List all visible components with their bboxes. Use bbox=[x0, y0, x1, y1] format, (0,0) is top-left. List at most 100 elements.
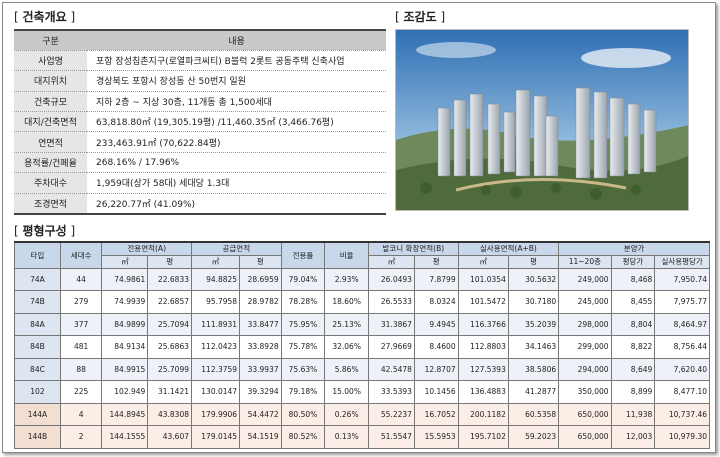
unit-cell: 32.06% bbox=[324, 335, 370, 359]
unit-cell: 4 bbox=[59, 402, 103, 426]
unit-cell: 8,899 bbox=[610, 380, 656, 404]
unit-cell: 8.0324 bbox=[413, 290, 459, 314]
unit-cell: 2 bbox=[59, 425, 103, 449]
overview-header-key: 구분 bbox=[14, 28, 87, 51]
overview-key: 용적률/건폐율 bbox=[14, 152, 87, 174]
unit-cell: 9.4945 bbox=[413, 312, 459, 336]
overview-row: 용적률/건폐율 268.16% / 17.96% bbox=[14, 152, 386, 174]
col-actual-area: 실사용면적(A+B) bbox=[457, 241, 560, 256]
unit-cell: 481 bbox=[59, 335, 103, 359]
render-section-title: [ 조감도 ] bbox=[395, 10, 446, 24]
overview-header-row: 구분 내용 bbox=[14, 28, 386, 51]
overview-row: 대지위치 경상북도 포항시 장성동 산 50번지 일원 bbox=[14, 70, 386, 92]
unit-cell: 28.6959 bbox=[239, 267, 282, 291]
unit-cell: 27.9669 bbox=[368, 335, 415, 359]
unit-cell: 650,000 bbox=[558, 402, 612, 426]
unit-type-cell: 84A bbox=[14, 312, 61, 336]
unit-cell: 54.1519 bbox=[239, 425, 282, 449]
overview-value: 지하 2층 ~ 지상 30층, 11개동 총 1,500세대 bbox=[87, 91, 386, 113]
unit-row: 144B 2 144.1555 43.607 179.0145 54.1519 80.52%… bbox=[14, 425, 710, 449]
unit-cell: 26.5533 bbox=[368, 290, 415, 314]
unit-type-cell: 74B bbox=[14, 290, 61, 314]
unit-cell: 34.1463 bbox=[507, 335, 560, 359]
col-exclusive-ratio: 전용률 bbox=[280, 241, 326, 269]
unit-cell: 298,000 bbox=[558, 312, 612, 336]
unit-cell: 33.5393 bbox=[368, 380, 415, 404]
unit-composition-table: 타입 세대수 전용면적(A) 공급면적 전용률 비율 발코니 확장면적(B) 실… bbox=[14, 241, 710, 449]
unit-type-cell: 84C bbox=[14, 357, 61, 381]
unit-cell: 2.93% bbox=[324, 267, 370, 291]
overview-row: 조경면적 26,220.77㎡ (41.09%) bbox=[14, 193, 386, 215]
rendering-illustration bbox=[396, 30, 688, 210]
unit-cell: 112.8803 bbox=[457, 335, 509, 359]
overview-section-title: [ 건축개요 ] bbox=[14, 10, 76, 24]
unit-cell: 31.1421 bbox=[147, 380, 192, 404]
unit-cell: 18.60% bbox=[324, 290, 370, 314]
unit-cell: 15.00% bbox=[324, 380, 370, 404]
unit-cell: 15.5953 bbox=[413, 425, 459, 449]
unit-cell: 8,464.97 bbox=[654, 312, 710, 336]
overview-value: 63,818.80㎡ (19,305.19평) /11,460.35㎡ (3,4… bbox=[87, 111, 386, 133]
unit-cell: 55.2237 bbox=[368, 402, 415, 426]
unit-cell: 54.4472 bbox=[239, 402, 282, 426]
unit-type-cell: 102 bbox=[14, 380, 61, 404]
unit-type-cell: 74A bbox=[14, 267, 61, 291]
unit-cell: 11,938 bbox=[610, 402, 656, 426]
unit-cell: 78.28% bbox=[280, 290, 326, 314]
unit-cell: 95.7958 bbox=[190, 290, 241, 314]
unit-cell: 16.7052 bbox=[413, 402, 459, 426]
overview-row: 건축규모 지하 2층 ~ 지상 30층, 11개동 총 1,500세대 bbox=[14, 91, 386, 113]
overview-row: 사업명 포항 장성침촌지구(로열파크씨티) B블럭 2롯트 공동주택 신축사업 bbox=[14, 50, 386, 72]
unit-cell: 7.8799 bbox=[413, 267, 459, 291]
unit-cell: 80.50% bbox=[280, 402, 326, 426]
overview-row: 대지/건축면적 63,818.80㎡ (19,305.19평) /11,460.3… bbox=[14, 111, 386, 133]
units-section-title: [ 평형구성 ] bbox=[14, 224, 76, 238]
overview-table: 구분 내용 사업명 포항 장성침촌지구(로열파크씨티) B블럭 2롯트 공동주택 … bbox=[14, 28, 386, 215]
unit-cell: 144.1555 bbox=[101, 425, 149, 449]
col-sale-price: 분양가 bbox=[558, 241, 710, 256]
unit-cell: 33.8928 bbox=[239, 335, 282, 359]
unit-cell: 22.6833 bbox=[147, 267, 192, 291]
unit-cell: 60.5358 bbox=[507, 402, 560, 426]
col-balcony-area: 발코니 확장면적(B) bbox=[368, 241, 459, 256]
unit-cell: 26.0493 bbox=[368, 267, 415, 291]
units-subheader-cell: 평당가 bbox=[610, 254, 656, 269]
unit-cell: 25.6863 bbox=[147, 335, 192, 359]
unit-cell: 0.26% bbox=[324, 402, 370, 426]
unit-cell: 377 bbox=[59, 312, 103, 336]
overview-key: 연면적 bbox=[14, 131, 87, 153]
col-type: 타입 bbox=[14, 241, 61, 269]
overview-value: 233,463.91㎡ (70,622.84평) bbox=[87, 131, 386, 153]
overview-key: 건축규모 bbox=[14, 91, 87, 113]
unit-cell: 33.8477 bbox=[239, 312, 282, 336]
unit-cell: 200.1182 bbox=[457, 402, 509, 426]
unit-cell: 35.2039 bbox=[507, 312, 560, 336]
unit-cell: 102.949 bbox=[101, 380, 149, 404]
unit-cell: 80.52% bbox=[280, 425, 326, 449]
unit-row: 84A 377 84.9899 25.7094 111.8931 33.8477 75.95… bbox=[14, 312, 710, 336]
unit-cell: 195.7102 bbox=[457, 425, 509, 449]
unit-cell: 10,737.46 bbox=[654, 402, 710, 426]
overview-key: 대지/건축면적 bbox=[14, 111, 87, 133]
unit-cell: 130.0147 bbox=[190, 380, 241, 404]
unit-cell: 44 bbox=[59, 267, 103, 291]
overview-key: 조경면적 bbox=[14, 193, 87, 215]
col-exclusive-area: 전용면적(A) bbox=[101, 241, 192, 256]
unit-cell: 279 bbox=[59, 290, 103, 314]
unit-row: 102 225 102.949 31.1421 130.0147 39.3294 79.18… bbox=[14, 380, 710, 404]
unit-cell: 51.5547 bbox=[368, 425, 415, 449]
unit-cell: 79.04% bbox=[280, 267, 326, 291]
unit-cell: 8,477.10 bbox=[654, 380, 710, 404]
overview-header-value: 내용 bbox=[87, 28, 386, 51]
unit-cell: 33.9937 bbox=[239, 357, 282, 381]
unit-cell: 84.9915 bbox=[101, 357, 149, 381]
unit-cell: 350,000 bbox=[558, 380, 612, 404]
units-header-row: 타입 세대수 전용면적(A) 공급면적 전용률 비율 발코니 확장면적(B) 실… bbox=[14, 241, 710, 269]
unit-cell: 144.8945 bbox=[101, 402, 149, 426]
unit-cell: 7,975.77 bbox=[654, 290, 710, 314]
overview-row: 주차대수 1,959대(상가 58대) 세대당 1.3대 bbox=[14, 172, 386, 194]
overview-value: 포항 장성침촌지구(로열파크씨티) B블럭 2롯트 공동주택 신축사업 bbox=[87, 50, 386, 72]
units-subheader-cell: ㎡ bbox=[190, 254, 241, 269]
unit-row: 144A 4 144.8945 43.8308 179.9906 54.4472 80.50… bbox=[14, 402, 710, 426]
unit-cell: 8,822 bbox=[610, 335, 656, 359]
